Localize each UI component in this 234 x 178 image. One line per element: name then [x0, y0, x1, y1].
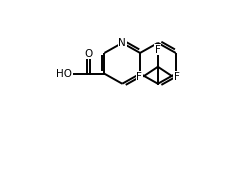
Text: F: F [136, 72, 142, 82]
Text: N: N [118, 38, 126, 48]
Text: F: F [155, 45, 161, 55]
Text: O: O [84, 49, 92, 59]
Text: F: F [174, 72, 179, 82]
Text: HO: HO [56, 69, 72, 79]
